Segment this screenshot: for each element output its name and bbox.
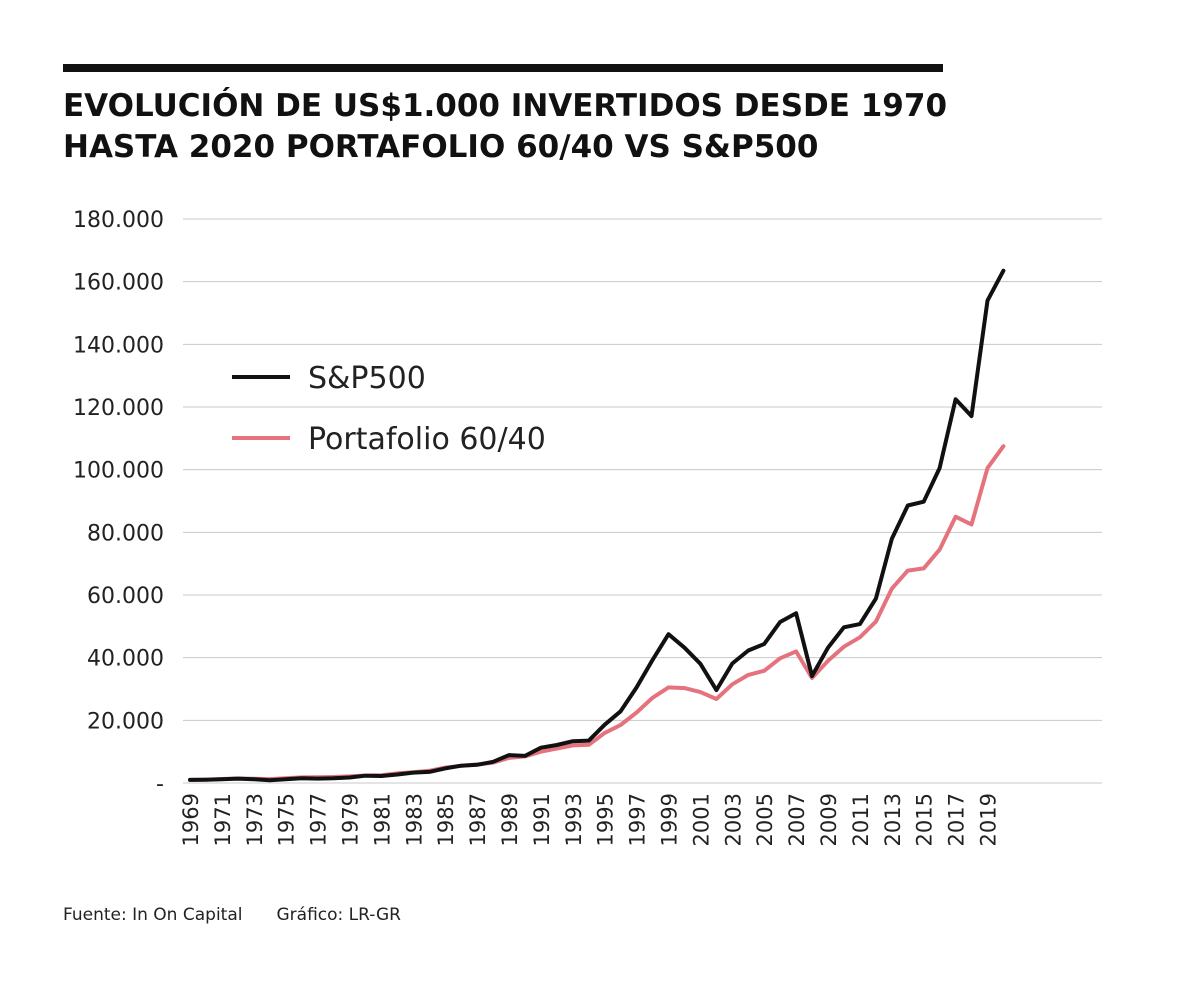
x-tick-label: 1991 bbox=[530, 793, 554, 846]
x-tick-label: 1987 bbox=[466, 793, 490, 846]
source-note: Fuente: In On Capital bbox=[63, 905, 243, 925]
chart-title: EVOLUCIÓN DE US$1.000 INVERTIDOS DESDE 1… bbox=[63, 86, 1063, 168]
chart-title-line-2: HASTA 2020 PORTAFOLIO 60/40 VS S&P500 bbox=[63, 129, 819, 165]
title-rule bbox=[63, 64, 943, 72]
x-tick-label: 2005 bbox=[753, 793, 777, 846]
y-tick-label: 120.000 bbox=[73, 396, 164, 421]
chart-title-line-1: EVOLUCIÓN DE US$1.000 INVERTIDOS DESDE 1… bbox=[63, 88, 948, 124]
footer: Fuente: In On Capital Gráfico: LR-GR bbox=[63, 905, 401, 925]
y-tick-label: - bbox=[156, 772, 164, 797]
x-tick-label: 1985 bbox=[434, 793, 458, 846]
series-line bbox=[188, 444, 1006, 782]
x-tick-label: 2019 bbox=[977, 793, 1001, 846]
x-tick-label: 2001 bbox=[689, 793, 713, 846]
series-lines bbox=[188, 268, 1006, 783]
x-tick-label: 1983 bbox=[402, 793, 426, 846]
x-axis-tick-labels: 1969 1971 1973 1975 1977 1979 1981 1983 1985 1987… bbox=[179, 793, 1001, 846]
legend-label: S&P500 bbox=[308, 361, 426, 396]
x-tick-label: 2011 bbox=[849, 793, 873, 846]
y-tick-label: 160.000 bbox=[73, 271, 164, 296]
x-tick-label: 2003 bbox=[721, 793, 745, 846]
y-tick-label: 180.000 bbox=[73, 208, 164, 233]
x-tick-label: 2017 bbox=[945, 793, 969, 846]
x-tick-label: 2009 bbox=[817, 793, 841, 846]
legend-label: Portafolio 60/40 bbox=[308, 422, 546, 457]
x-tick-label: 1969 bbox=[179, 793, 203, 846]
x-tick-label: 1997 bbox=[626, 793, 650, 846]
y-axis-tick-labels: - 20.000 40.000 60.000 80.000 100.000 120.000 1… bbox=[73, 208, 164, 797]
y-tick-label: 140.000 bbox=[73, 333, 164, 358]
legend: S&P500 Portafolio 60/40 bbox=[232, 361, 546, 457]
x-tick-label: 2015 bbox=[913, 793, 937, 846]
y-tick-label: 40.000 bbox=[87, 647, 164, 672]
x-tick-label: 1989 bbox=[498, 793, 522, 846]
y-tick-label: 80.000 bbox=[87, 521, 164, 546]
y-tick-label: 20.000 bbox=[87, 709, 164, 734]
x-tick-label: 1999 bbox=[658, 793, 682, 846]
x-tick-label: 1971 bbox=[211, 793, 235, 846]
x-tick-label: 1973 bbox=[243, 793, 267, 846]
y-tick-label: 100.000 bbox=[73, 459, 164, 484]
gridlines bbox=[183, 218, 1102, 784]
series-line bbox=[188, 268, 1006, 783]
x-tick-label: 1995 bbox=[594, 793, 618, 846]
credit-note: Gráfico: LR-GR bbox=[276, 905, 401, 925]
x-tick-label: 1981 bbox=[370, 793, 394, 846]
y-tick-label: 60.000 bbox=[87, 584, 164, 609]
x-tick-label: 1979 bbox=[339, 793, 363, 846]
x-tick-label: 1993 bbox=[562, 793, 586, 846]
x-tick-label: 2007 bbox=[785, 793, 809, 846]
x-tick-label: 1975 bbox=[275, 793, 299, 846]
x-tick-label: 1977 bbox=[307, 793, 331, 846]
x-tick-label: 2013 bbox=[881, 793, 905, 846]
